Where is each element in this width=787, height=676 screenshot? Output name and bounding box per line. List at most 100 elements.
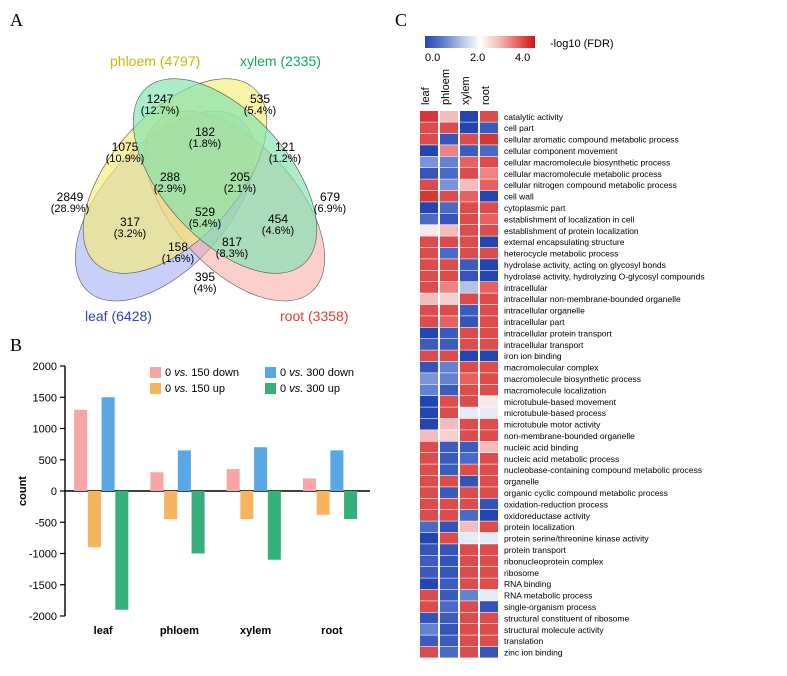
bar-root-2 (330, 450, 343, 491)
heatmap-cell (440, 430, 458, 441)
heatmap-row-label: cellular macromolecule biosynthetic proc… (504, 157, 670, 167)
heatmap-col-phloem: phloem (440, 69, 452, 105)
heatmap-legend-tick: 0.0 (425, 52, 440, 64)
bar-ytick: -1500 (29, 580, 57, 592)
legend-label: 0 vs. 300 up (280, 383, 340, 395)
heatmap-row-label: iron ion binding (504, 351, 562, 361)
bar-xylem-2 (254, 447, 267, 491)
heatmap-cell (440, 635, 458, 646)
heatmap-row-label: catalytic activity (504, 112, 564, 122)
heatmap-cell (480, 271, 498, 282)
bar-cat-xylem: xylem (240, 625, 271, 637)
heatmap-cell (480, 191, 498, 202)
venn-set-label-leaf: leaf (6428) (85, 308, 152, 324)
heatmap-cell (480, 624, 498, 635)
heatmap-cell (440, 362, 458, 373)
venn-pct-all: (5.4%) (189, 218, 221, 230)
venn-set-label-phloem: phloem (4797) (110, 53, 200, 69)
heatmap-cell (420, 442, 438, 453)
legend-label: 0 vs. 300 down (280, 367, 354, 379)
heatmap-cell (460, 613, 478, 624)
heatmap-cell (460, 362, 478, 373)
heatmap-cell (420, 396, 438, 407)
heatmap-cell (480, 145, 498, 156)
heatmap-cell (460, 544, 478, 555)
heatmap-row-label: ribosome (504, 568, 539, 578)
heatmap-cell (440, 214, 458, 225)
bar-ytick: -500 (35, 517, 57, 529)
venn-pct-leaf_phloem_root: (8.3%) (216, 248, 248, 260)
bar-ytick: -2000 (29, 611, 57, 623)
heatmap-cell (420, 499, 438, 510)
heatmap-row-label: nucleic acid binding (504, 442, 578, 452)
heatmap-cell (440, 601, 458, 612)
bar-chart: -2000-1500-1000-5000500100015002000count… (10, 356, 380, 656)
heatmap-cell (460, 259, 478, 270)
heatmap-cell (420, 453, 438, 464)
heatmap-cell (480, 533, 498, 544)
heatmap-cell (480, 567, 498, 578)
heatmap-row-label: RNA binding (504, 579, 552, 589)
heatmap-cell (440, 510, 458, 521)
heatmap-cell (440, 499, 458, 510)
heatmap-cell (480, 316, 498, 327)
heatmap-col-root: root (480, 86, 492, 105)
heatmap-cell (460, 601, 478, 612)
heatmap-cell (440, 385, 458, 396)
heatmap-cell (460, 453, 478, 464)
heatmap-cell (420, 134, 438, 145)
heatmap-cell (480, 647, 498, 658)
venn-count-phloem_leaf: 1075 (112, 140, 139, 154)
heatmap-row-label: intracellular non-membrane-bounded organ… (504, 294, 681, 304)
heatmap-cell (420, 168, 438, 179)
heatmap-cell (480, 339, 498, 350)
heatmap-cell (460, 293, 478, 304)
heatmap-cell (480, 202, 498, 213)
heatmap-row-label: cell wall (504, 192, 534, 202)
heatmap-cell (460, 373, 478, 384)
heatmap-cell (440, 590, 458, 601)
heatmap-row-label: establishment of protein localization (504, 226, 639, 236)
venn-count-leaf_xylem: 317 (120, 215, 140, 229)
bar-ytick: 1500 (33, 392, 57, 404)
heatmap-row-label: intracellular part (504, 317, 565, 327)
venn-count-phloem_leaf_xylem: 288 (160, 170, 180, 184)
heatmap-cell (460, 430, 478, 441)
heatmap-cell (460, 111, 478, 122)
heatmap-cell (460, 521, 478, 532)
venn-count-phloem_root_only: 454 (268, 212, 288, 226)
heatmap-cell (480, 442, 498, 453)
heatmap-cell (440, 259, 458, 270)
heatmap-cell (440, 624, 458, 635)
venn-pct-phloem_only: (12.7%) (141, 105, 180, 117)
heatmap-cell (480, 453, 498, 464)
heatmap-cell (460, 134, 478, 145)
heatmap-cell (440, 350, 458, 361)
heatmap-cell (420, 464, 438, 475)
bar-phloem-0 (150, 472, 163, 491)
heatmap-cell (420, 510, 438, 521)
heatmap-cell (460, 510, 478, 521)
heatmap-cell (440, 613, 458, 624)
heatmap-cell (440, 134, 458, 145)
heatmap-cell (480, 544, 498, 555)
heatmap-cell (420, 613, 438, 624)
heatmap-row-label: macromolecule biosynthetic process (504, 374, 641, 384)
heatmap-row-label: external encapsulating structure (504, 237, 625, 247)
venn-pct-phloem_root_only: (4.6%) (262, 225, 294, 237)
heatmap-cell (460, 487, 478, 498)
heatmap-row-label: protein serine/threonine kinase activity (504, 534, 649, 544)
bar-xylem-3 (268, 491, 281, 560)
heatmap-cell (480, 578, 498, 589)
bar-ytick: 500 (39, 455, 57, 467)
heatmap-cell (420, 556, 438, 567)
heatmap-cell (440, 556, 458, 567)
heatmap-cell (440, 179, 458, 190)
heatmap-cell (440, 316, 458, 327)
heatmap-cell (460, 271, 478, 282)
venn-count-xylem_root: 121 (275, 140, 295, 154)
heatmap-cell (440, 578, 458, 589)
heatmap-row-label: macromolecule localization (504, 385, 606, 395)
panel-a-label: A (10, 10, 23, 30)
heatmap-cell (420, 202, 438, 213)
